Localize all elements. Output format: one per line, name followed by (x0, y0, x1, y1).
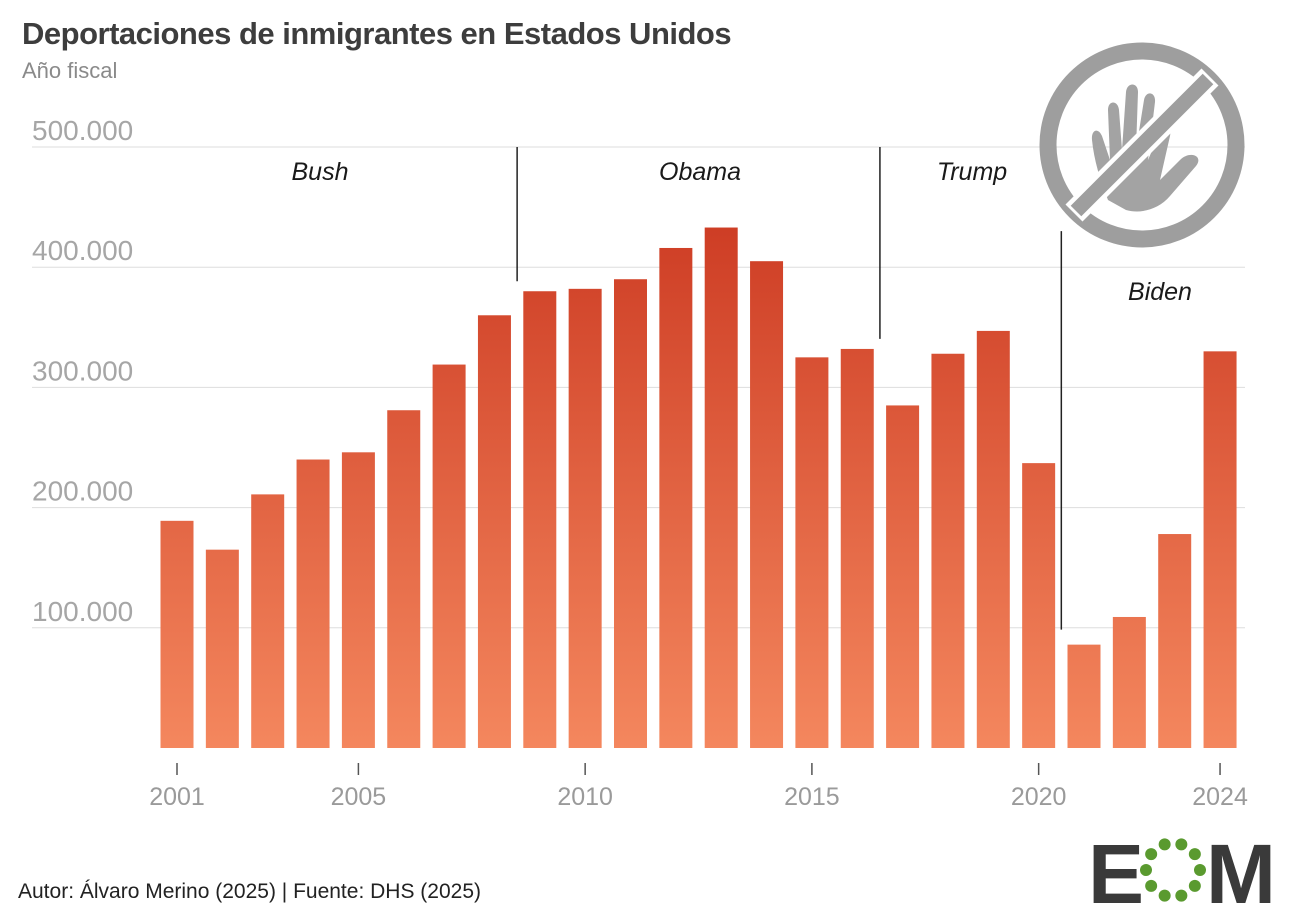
eom-logo: E M (1088, 827, 1276, 921)
y-tick-label: 300.000 (32, 355, 133, 386)
logo-dot (1145, 879, 1158, 892)
bar-2019 (976, 330, 1010, 748)
bar-2004 (296, 459, 330, 748)
bar-2002 (205, 549, 239, 748)
chart-subtitle: Año fiscal (22, 58, 118, 83)
bar-2011 (614, 279, 647, 748)
y-tick-label: 200.000 (32, 476, 133, 507)
bar-2009 (523, 291, 557, 748)
bar-2010 (568, 288, 602, 748)
logo-dot (1175, 889, 1188, 902)
logo-dot (1188, 848, 1201, 861)
logo-letter-m: M (1206, 827, 1276, 921)
logo-dot (1188, 879, 1201, 892)
bar-2024 (1203, 351, 1237, 748)
logo-dot (1175, 838, 1188, 851)
bar-2013 (704, 227, 738, 748)
bar-2016 (840, 348, 874, 748)
x-tick-label: 2005 (331, 783, 387, 811)
x-tick-label: 2015 (784, 783, 840, 811)
bar-2023 (1158, 534, 1192, 748)
bar-2007 (432, 364, 466, 748)
logo-dot-ring (1140, 838, 1206, 902)
bar-2005 (341, 452, 375, 748)
era-label-bush: Bush (292, 158, 349, 186)
no-hand-stop-icon (1039, 42, 1245, 248)
logo-letter-e: E (1088, 827, 1144, 921)
bar-2012 (659, 247, 693, 748)
bar-2020 (1022, 463, 1056, 748)
bar-2022 (1112, 616, 1146, 748)
era-label-biden: Biden (1128, 278, 1192, 306)
logo-dot (1158, 838, 1171, 851)
x-tick-label: 2020 (1011, 783, 1067, 811)
logo-dot (1140, 864, 1152, 876)
y-tick-label: 400.000 (32, 235, 133, 266)
y-tick-label: 100.000 (32, 596, 133, 627)
bar-2015 (795, 357, 829, 748)
logo-dot (1194, 864, 1206, 876)
x-tick-label: 2024 (1192, 783, 1248, 811)
bar-2014 (750, 261, 784, 748)
logo-dot (1158, 889, 1171, 902)
era-label-trump: Trump (937, 158, 1007, 186)
bar-2006 (387, 410, 421, 748)
source-credit: Autor: Álvaro Merino (2025) | Fuente: DH… (18, 880, 481, 903)
x-tick-label: 2010 (557, 783, 613, 811)
bar-2021 (1067, 644, 1101, 748)
y-tick-label: 500.000 (32, 115, 133, 146)
bar-2001 (160, 520, 194, 748)
era-label-obama: Obama (659, 158, 741, 186)
bar-2017 (886, 405, 920, 748)
chart-title: Deportaciones de inmigrantes en Estados … (22, 16, 732, 51)
x-tick-label: 2001 (149, 783, 205, 811)
bar-2008 (477, 315, 511, 748)
logo-dot (1145, 848, 1158, 861)
bar-2003 (251, 494, 285, 748)
bar-2018 (931, 353, 965, 748)
